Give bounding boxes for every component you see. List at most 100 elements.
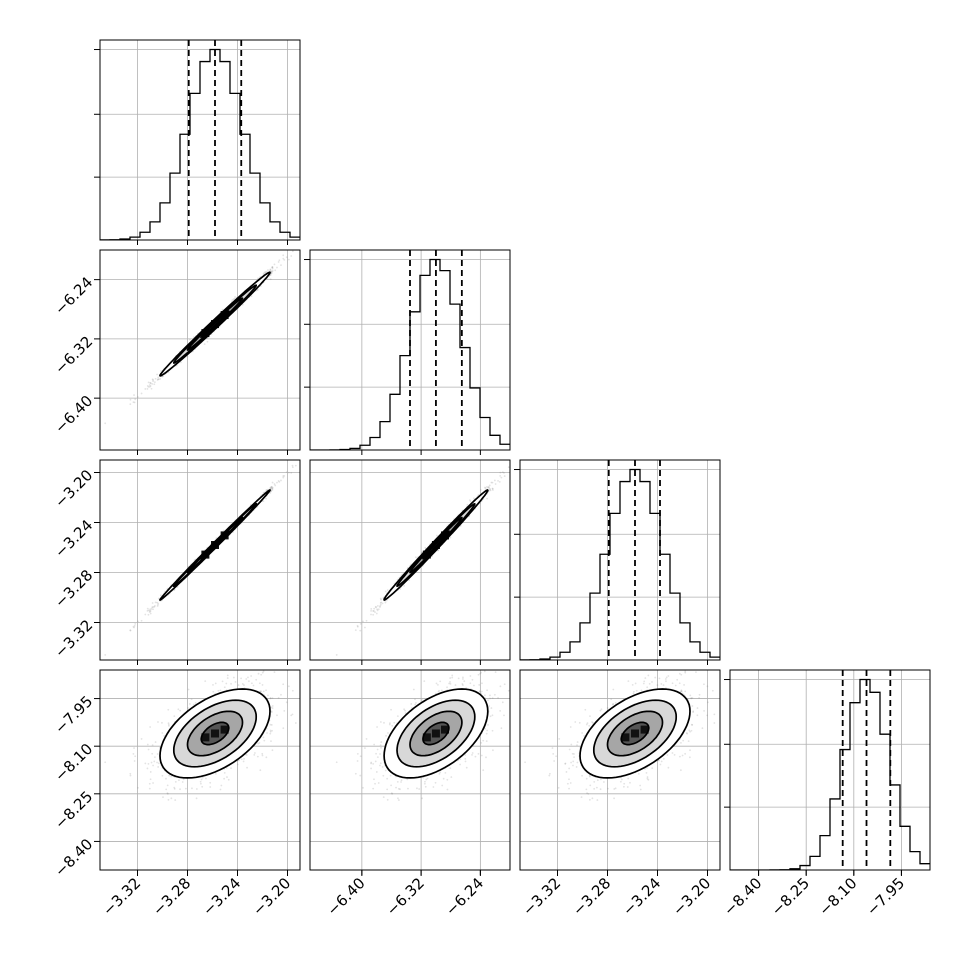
sample-point [132,401,135,404]
sample-point [174,780,177,783]
sample-point [282,475,285,477]
sample-point [277,261,280,263]
contour-line [409,516,463,574]
sample-point [484,486,486,489]
sample-point [153,605,156,608]
sample-point [104,422,107,425]
sample-point [519,452,521,454]
sample-point [195,797,198,800]
sample-point [468,499,471,502]
sample-point [133,394,135,396]
sample-point [265,689,267,692]
sample-point [498,480,501,483]
sample-point [270,740,272,742]
sample-point [222,529,225,532]
sample-point [373,610,375,612]
sample-point [167,708,170,711]
sample-point [376,608,378,611]
y-tick-label: −3.24 [51,516,96,561]
contour-line [199,530,231,560]
sample-point [170,775,172,778]
sample-point [151,606,154,609]
sample-point [489,488,491,491]
sample-point [148,385,151,388]
sample-point [262,736,265,739]
sample-point [203,343,206,346]
sample-point [271,489,274,491]
sample-point [488,484,491,487]
sample-point [167,723,170,726]
sample-point [149,612,152,615]
sample-point [230,682,232,685]
sample-point [159,370,162,372]
sample-point [152,380,154,383]
sample-point [262,491,265,494]
sample-point [241,303,244,306]
sample-point [276,266,278,269]
sample-point [379,605,381,607]
sample-point [273,263,276,266]
y-tick-label: −3.32 [51,616,96,661]
sample-point [190,698,193,701]
sample-point [271,266,274,269]
axes-frame [309,459,511,661]
contour-line [383,488,489,602]
sample-point [223,771,226,774]
sample-point [359,629,362,632]
sample-point [262,272,265,275]
sample-point [157,376,160,379]
sample-point [140,738,143,740]
sample-point [243,684,245,686]
sample-point [153,383,156,386]
sample-point [221,308,224,311]
sample-point [491,487,494,490]
sample-point [179,788,181,791]
scatter-contours [335,452,521,656]
sample-point [269,274,272,276]
sample-point [149,608,152,611]
sample-point [152,764,154,767]
sample-point [167,722,170,725]
sample-point [370,613,372,616]
sample-point [491,481,494,484]
sample-point [287,471,290,474]
sample-point [251,666,253,668]
y-tick-label: −3.20 [51,466,96,511]
sample-point [282,254,285,257]
sample-point [212,690,215,693]
sample-point [489,487,491,490]
sample-point [370,608,373,610]
sample-point [137,396,139,398]
sample-point [294,464,297,467]
sample-point [133,401,136,404]
sample-point [306,452,308,454]
panel-1-1 [304,249,511,455]
sample-point [154,601,157,604]
sample-point [300,240,302,242]
sample-point [140,392,143,395]
sample-point [258,682,261,685]
sample-point [149,778,152,781]
sample-point [379,597,382,600]
sample-point [247,676,249,679]
sample-point [380,601,383,604]
sample-point [270,485,273,488]
sample-point [156,601,158,604]
sample-point [271,266,273,269]
y-tick-label: −6.24 [51,273,96,318]
sample-point [257,277,259,280]
sample-point [365,619,368,622]
y-tick-label: −6.40 [51,392,96,437]
sample-point [271,487,273,490]
sample-point [269,487,272,490]
axes-frame [309,249,511,451]
sample-point [449,536,452,539]
sample-point [518,455,520,457]
sample-point [384,601,387,604]
sample-point [291,250,294,253]
sample-point [271,707,274,709]
sample-point [269,697,272,699]
sample-point [487,485,490,488]
sample-point [247,680,250,683]
contour-line [186,297,244,351]
